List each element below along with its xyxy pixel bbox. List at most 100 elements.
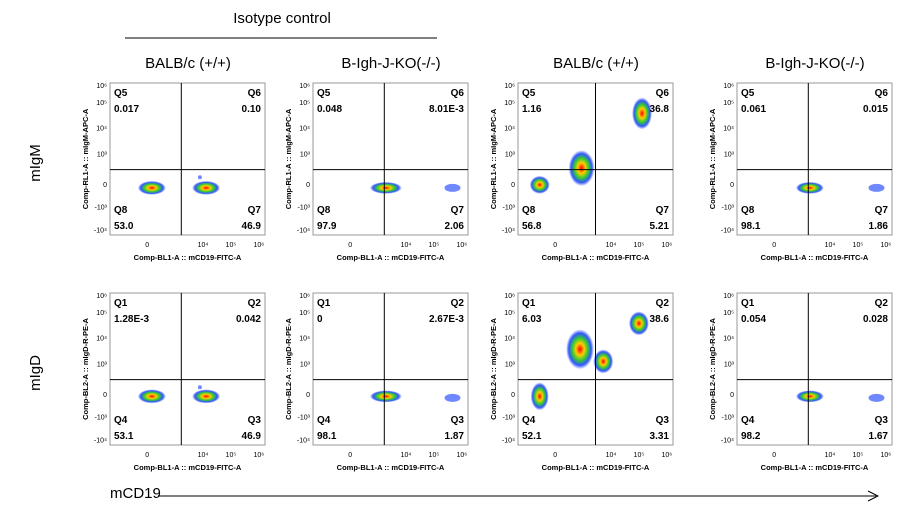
y-tick-label: 10⁵ — [504, 100, 515, 107]
x-tick-label: 10⁴ — [825, 452, 836, 459]
y-tick-label: 0 — [103, 182, 107, 189]
y-tick-label: -10³ — [722, 205, 735, 212]
quadrant-percent: 6.03 — [522, 314, 542, 325]
y-tick-label: 10⁵ — [96, 100, 107, 107]
x-tick-label: 10⁵ — [634, 452, 645, 459]
y-axis-label: Comp-BL2-A :: mIgD-R-PE-A — [81, 318, 90, 420]
quadrant-name: Q1 — [741, 298, 755, 309]
quadrant-percent: 1.28E-3 — [114, 314, 149, 325]
y-tick-label: 10⁶ — [299, 83, 310, 90]
quadrant-percent: 0.10 — [242, 104, 262, 115]
quadrant-name: Q6 — [875, 88, 889, 99]
quadrant-name: Q3 — [248, 415, 262, 426]
quadrant-percent: 53.1 — [114, 431, 134, 442]
y-tick-label: 10⁵ — [723, 100, 734, 107]
quadrant-percent: 1.87 — [445, 431, 465, 442]
y-tick-label: -10³ — [503, 415, 516, 422]
column-label: BALB/c (+/+) — [553, 55, 639, 72]
x-tick-label: 10⁴ — [606, 452, 617, 459]
quadrant-name: Q8 — [317, 205, 331, 216]
x-tick-label: 0 — [145, 242, 149, 249]
y-tick-label: 10⁶ — [723, 83, 734, 90]
y-tick-label: -10³ — [298, 205, 311, 212]
quadrant-name: Q5 — [317, 88, 331, 99]
x-tick-label: 10⁴ — [198, 452, 209, 459]
y-tick-label: 10³ — [724, 151, 735, 158]
quadrant-percent: 0.042 — [236, 314, 261, 325]
quadrant-percent: 8.01E-3 — [429, 104, 464, 115]
x-tick-label: 10⁵ — [429, 452, 440, 459]
quadrant-name: Q7 — [656, 205, 670, 216]
plot-frame — [312, 82, 469, 236]
flow-plot: Q1 1.28E-3 Q2 0.042 Q4 53.1 Q3 46.9 Comp-BL2-A :… — [81, 292, 266, 472]
y-tick-label: 10⁴ — [723, 126, 734, 133]
x-tick-label: 0 — [553, 242, 557, 249]
quadrant-name: Q1 — [317, 298, 331, 309]
y-tick-label: -10⁴ — [502, 437, 515, 444]
quadrant-percent: 1.67 — [869, 431, 889, 442]
y-tick-label: 0 — [103, 392, 107, 399]
column-label: BALB/c (+/+) — [145, 55, 231, 72]
x-tick-label: 10⁶ — [456, 242, 467, 249]
quadrant-name: Q2 — [875, 298, 889, 309]
y-tick-label: 0 — [511, 182, 515, 189]
x-tick-label: 10⁶ — [456, 452, 467, 459]
quadrant-percent: 98.2 — [741, 431, 761, 442]
plot-frame — [736, 82, 893, 236]
cell-cloud — [197, 385, 202, 390]
quadrant-percent: 0.028 — [863, 314, 888, 325]
quadrant-percent: 0.015 — [863, 104, 888, 115]
quadrant-name: Q5 — [114, 88, 128, 99]
flow-plot: Q5 0.048 Q6 8.01E-3 Q8 97.9 Q7 2.06 Comp-RL1-A :… — [284, 82, 469, 262]
quadrant-name: Q5 — [741, 88, 755, 99]
quadrant-percent: 0.048 — [317, 104, 342, 115]
y-axis-label: Comp-BL2-A :: mIgD-R-PE-A — [284, 318, 293, 420]
x-tick-label: 0 — [553, 452, 557, 459]
quadrant-percent: 1.86 — [869, 221, 889, 232]
y-tick-label: -10³ — [298, 415, 311, 422]
y-tick-label: 10⁵ — [504, 310, 515, 317]
quadrant-percent: 0.061 — [741, 104, 766, 115]
quadrant-name: Q1 — [114, 298, 128, 309]
quadrant-percent: 46.9 — [242, 221, 262, 232]
x-tick-label: 10⁶ — [661, 452, 672, 459]
x-tick-label: 0 — [145, 452, 149, 459]
quadrant-percent: 2.06 — [445, 221, 465, 232]
cell-cloud — [444, 393, 461, 402]
x-tick-label: 0 — [348, 242, 352, 249]
quadrant-percent: 3.31 — [650, 431, 670, 442]
cell-cloud — [369, 181, 402, 194]
x-tick-label: 10⁵ — [853, 452, 864, 459]
quadrant-name: Q4 — [741, 415, 755, 426]
x-axis-label: Comp-BL1-A :: mCD19-FITC-A — [134, 253, 242, 262]
quadrant-name: Q6 — [451, 88, 465, 99]
x-tick-label: 0 — [772, 452, 776, 459]
quadrant-percent: 56.8 — [522, 221, 542, 232]
quadrant-percent: 46.9 — [242, 431, 262, 442]
row-label: mIgM — [27, 144, 44, 182]
x-tick-label: 10⁶ — [880, 242, 891, 249]
y-tick-label: 0 — [511, 392, 515, 399]
x-tick-label: 10⁵ — [226, 452, 237, 459]
quadrant-name: Q8 — [741, 205, 755, 216]
x-axis-label: Comp-BL1-A :: mCD19-FITC-A — [542, 463, 650, 472]
header-title: Isotype control — [233, 10, 331, 27]
quadrant-name: Q2 — [451, 298, 465, 309]
y-tick-label: 10³ — [97, 361, 108, 368]
plot-frame — [736, 292, 893, 446]
y-tick-label: -10⁴ — [297, 227, 310, 234]
y-axis-label: Comp-BL2-A :: mIgD-R-PE-A — [708, 318, 717, 420]
quadrant-name: Q3 — [451, 415, 465, 426]
quadrant-name: Q8 — [114, 205, 128, 216]
quadrant-name: Q5 — [522, 88, 536, 99]
quadrant-name: Q6 — [656, 88, 670, 99]
cell-cloud — [192, 180, 221, 195]
y-tick-label: 10⁴ — [96, 336, 107, 343]
cell-cloud — [868, 183, 885, 192]
x-axis-label: Comp-BL1-A :: mCD19-FITC-A — [337, 253, 445, 262]
quadrant-name: Q4 — [114, 415, 128, 426]
cell-cloud — [568, 150, 595, 187]
